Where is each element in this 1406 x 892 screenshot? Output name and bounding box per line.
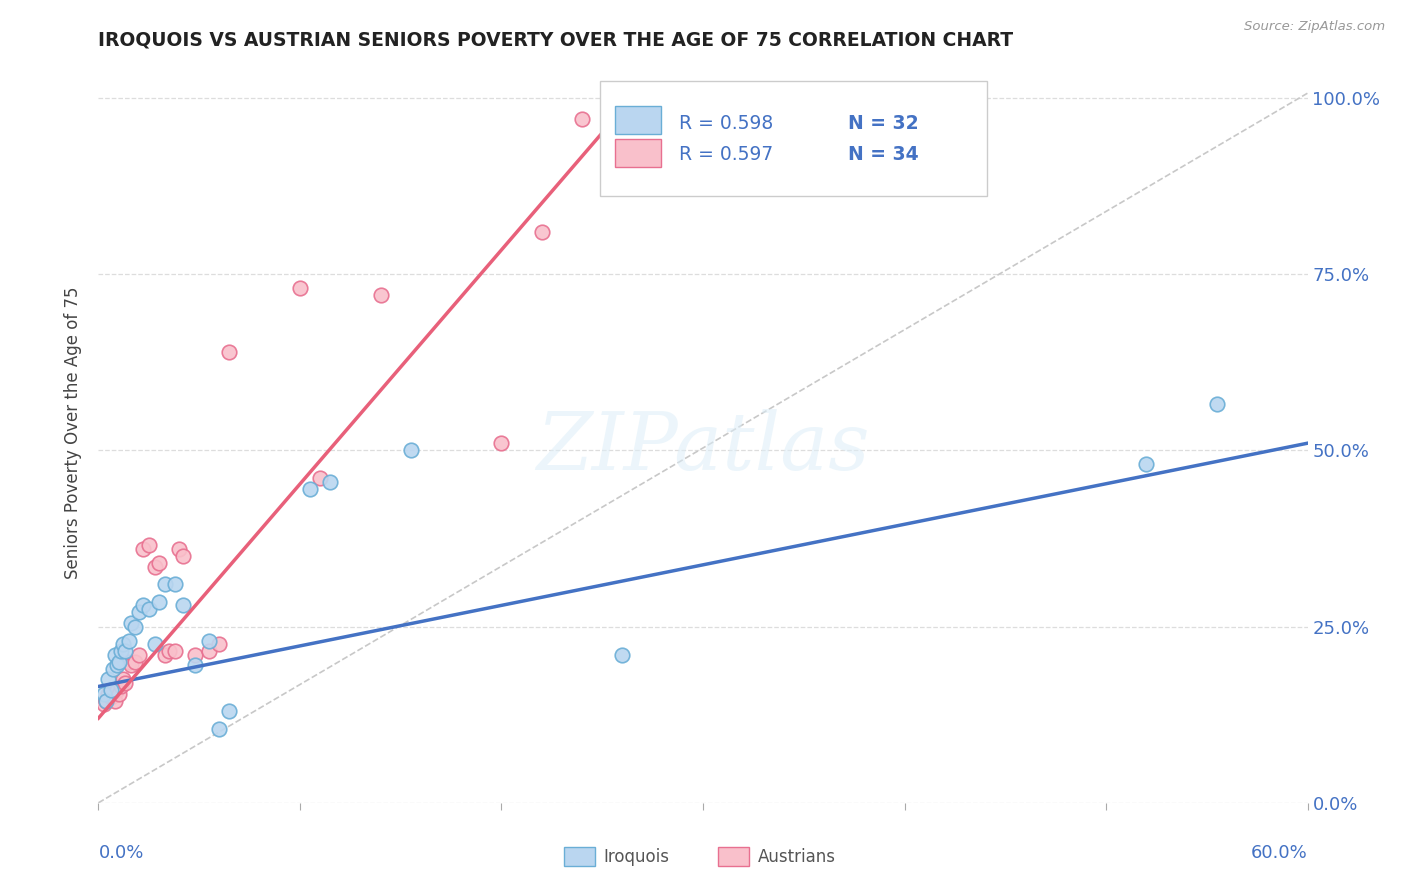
Point: [138, 538, 160, 552]
Point: [612, 648, 634, 662]
Point: [218, 704, 240, 718]
Point: [132, 599, 155, 613]
FancyBboxPatch shape: [564, 847, 595, 866]
Text: IROQUOIS VS AUSTRIAN SENIORS POVERTY OVER THE AGE OF 75 CORRELATION CHART: IROQUOIS VS AUSTRIAN SENIORS POVERTY OVE…: [98, 30, 1014, 50]
Point: [110, 680, 132, 694]
Point: [118, 633, 141, 648]
Y-axis label: Seniors Poverty Over the Age of 75: Seniors Poverty Over the Age of 75: [65, 286, 83, 579]
Point: [118, 655, 141, 669]
FancyBboxPatch shape: [600, 81, 987, 195]
Point: [93, 686, 115, 700]
Point: [114, 676, 136, 690]
Point: [319, 475, 342, 489]
Text: ZIPatlas: ZIPatlas: [536, 409, 870, 486]
Point: [128, 648, 150, 662]
Text: Iroquois: Iroquois: [603, 848, 669, 866]
Point: [120, 615, 142, 630]
Point: [96, 693, 118, 707]
Text: Source: ZipAtlas.com: Source: ZipAtlas.com: [1244, 20, 1385, 33]
Point: [184, 658, 207, 673]
Point: [148, 556, 170, 570]
Point: [163, 644, 186, 658]
Text: R = 0.597: R = 0.597: [679, 145, 773, 164]
FancyBboxPatch shape: [717, 847, 749, 866]
Point: [148, 595, 170, 609]
Point: [110, 644, 132, 658]
Point: [198, 633, 221, 648]
Point: [114, 644, 136, 658]
Point: [143, 559, 166, 574]
Point: [97, 673, 120, 687]
Text: 60.0%: 60.0%: [1251, 844, 1308, 862]
Point: [288, 281, 311, 295]
Point: [107, 686, 129, 700]
Point: [153, 577, 176, 591]
Point: [1206, 397, 1229, 411]
Point: [100, 690, 122, 704]
Point: [530, 225, 553, 239]
Point: [97, 686, 120, 700]
Point: [153, 648, 176, 662]
Point: [157, 644, 180, 658]
Point: [103, 693, 125, 707]
Point: [1135, 458, 1157, 472]
FancyBboxPatch shape: [614, 138, 661, 168]
Text: N = 34: N = 34: [848, 145, 918, 164]
Point: [105, 683, 128, 698]
Text: N = 32: N = 32: [848, 114, 918, 134]
Point: [399, 443, 422, 458]
Point: [124, 655, 146, 669]
Text: R = 0.598: R = 0.598: [679, 114, 773, 134]
Point: [571, 112, 593, 126]
Point: [132, 541, 155, 556]
Text: Austrians: Austrians: [758, 848, 835, 866]
Point: [198, 644, 221, 658]
Point: [120, 658, 142, 673]
Point: [103, 648, 125, 662]
Point: [96, 693, 118, 707]
Point: [172, 549, 194, 563]
Point: [124, 619, 146, 633]
Point: [101, 662, 124, 676]
Point: [163, 577, 186, 591]
Point: [309, 471, 332, 485]
Point: [370, 288, 392, 302]
Point: [100, 683, 122, 698]
Point: [184, 648, 207, 662]
Point: [128, 606, 150, 620]
Point: [208, 637, 231, 651]
Point: [111, 637, 134, 651]
Point: [107, 655, 129, 669]
Point: [105, 658, 128, 673]
Point: [299, 482, 322, 496]
FancyBboxPatch shape: [614, 105, 661, 135]
Point: [93, 697, 115, 711]
Point: [218, 344, 240, 359]
Point: [143, 637, 166, 651]
Point: [101, 686, 124, 700]
Point: [208, 722, 231, 736]
Point: [172, 599, 194, 613]
Text: 0.0%: 0.0%: [98, 844, 143, 862]
Point: [111, 673, 134, 687]
Point: [491, 436, 513, 450]
Point: [138, 602, 160, 616]
Point: [167, 541, 190, 556]
